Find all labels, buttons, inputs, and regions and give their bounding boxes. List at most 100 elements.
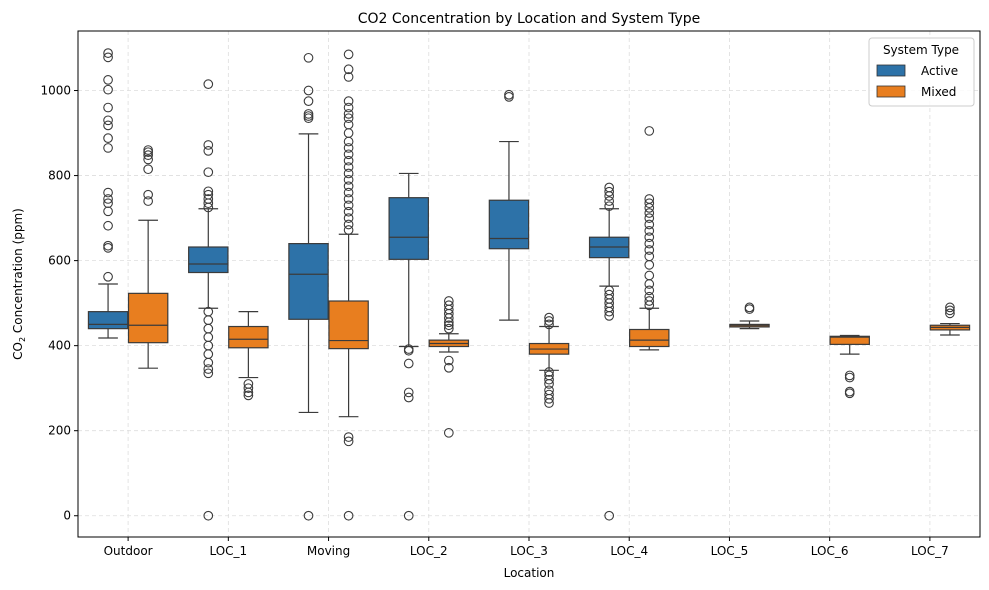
box-active-loc_2	[388, 172, 429, 521]
outlier-point	[103, 187, 113, 198]
box-mixed-outdoor	[127, 145, 169, 369]
outlier-point	[343, 200, 354, 211]
box-active-loc_1	[188, 79, 229, 521]
box-iqr	[188, 246, 229, 274]
outlier-point	[544, 367, 554, 377]
box-mixed-loc_5	[729, 302, 770, 330]
legend-label-mixed: Mixed	[921, 85, 956, 99]
outlier-point	[343, 174, 354, 185]
outlier-point	[544, 389, 554, 400]
outlier-point	[644, 260, 655, 270]
outlier-point	[844, 372, 855, 383]
box-mixed-loc_2	[428, 296, 470, 438]
y-tick-label: 200	[48, 424, 71, 438]
outlier-point	[644, 194, 655, 204]
outlier-point	[203, 146, 214, 156]
box-active-loc_3	[488, 89, 530, 321]
x-tick-label: LOC_4	[610, 544, 648, 558]
outlier-point	[103, 143, 113, 153]
outlier-point	[203, 368, 214, 379]
y-axis-label-subscript: 2	[18, 337, 27, 342]
outlier-point	[604, 196, 615, 206]
outlier-point	[544, 316, 554, 326]
outlier-point	[343, 49, 354, 60]
outlier-point	[203, 323, 214, 334]
outlier-point	[303, 111, 314, 121]
outlier-point	[443, 427, 454, 438]
box-iqr	[228, 325, 269, 349]
outlier-point	[604, 201, 615, 212]
outlier-point	[443, 300, 454, 311]
outlier-point	[203, 140, 214, 150]
box-iqr	[87, 311, 129, 330]
outlier-point	[203, 364, 214, 374]
y-tick-label: 800	[48, 169, 71, 183]
y-axis-label: CO2 Concentration (ppm)	[11, 208, 27, 360]
outlier-point	[644, 291, 655, 302]
x-axis-label: Location	[504, 566, 555, 580]
box-mixed-loc_4	[629, 126, 670, 351]
outlier-point	[343, 136, 354, 147]
outlier-point	[343, 155, 354, 166]
outlier-point	[343, 219, 354, 230]
outlier-point	[945, 308, 955, 319]
outlier-point	[544, 370, 554, 381]
outlier-point	[403, 358, 414, 369]
outlier-point	[143, 150, 154, 161]
outlier-point	[644, 208, 655, 218]
outlier-point	[203, 189, 214, 200]
outlier-point	[103, 102, 113, 113]
outlier-point	[103, 220, 113, 231]
outlier-point	[644, 251, 655, 262]
outlier-point	[103, 52, 113, 63]
box-mixed-loc_6	[829, 334, 870, 399]
outlier-point	[343, 72, 354, 82]
outlier-point	[343, 96, 354, 107]
outlier-point	[403, 344, 414, 354]
box-iqr	[829, 335, 870, 345]
outlier-point	[343, 187, 354, 198]
legend: System Type Active Mixed	[868, 37, 975, 107]
outlier-point	[103, 206, 113, 217]
outlier-point	[443, 323, 454, 334]
outlier-point	[504, 89, 514, 100]
outlier-point	[203, 79, 214, 90]
outlier-point	[203, 315, 214, 325]
box-iqr	[288, 243, 329, 320]
y-axis-label-suffix: Concentration (ppm)	[11, 208, 25, 337]
outlier-point	[443, 362, 454, 373]
box-iqr	[488, 199, 530, 250]
outlier-point	[243, 390, 254, 401]
outlier-point	[504, 92, 514, 102]
outlier-point	[303, 510, 314, 521]
outlier-point	[343, 143, 354, 153]
outlier-point	[343, 119, 354, 130]
box-iqr	[328, 300, 369, 350]
x-tick-label: LOC_7	[911, 544, 949, 558]
outlier-point	[243, 383, 254, 394]
outlier-point	[644, 225, 655, 236]
x-tick-label: LOC_3	[510, 544, 548, 558]
outlier-point	[343, 194, 354, 204]
outlier-point	[103, 115, 113, 126]
outlier-point	[343, 181, 354, 192]
outlier-point	[203, 357, 214, 368]
outlier-point	[604, 285, 615, 296]
outlier-point	[343, 168, 354, 179]
x-tick-label: LOC_2	[410, 544, 448, 558]
box-layer	[87, 48, 971, 521]
box-mixed-moving	[328, 49, 369, 521]
outlier-point	[103, 75, 113, 85]
outlier-point	[343, 64, 354, 75]
outlier-point	[103, 240, 113, 251]
outlier-point	[343, 109, 354, 119]
outlier-point	[443, 355, 454, 366]
outlier-point	[103, 198, 113, 209]
outlier-point	[744, 302, 755, 313]
outlier-point	[443, 296, 454, 306]
box-iqr	[629, 328, 670, 348]
outlier-point	[644, 219, 655, 230]
outlier-point	[403, 387, 414, 398]
outlier-point	[644, 270, 655, 281]
outlier-point	[343, 149, 354, 160]
